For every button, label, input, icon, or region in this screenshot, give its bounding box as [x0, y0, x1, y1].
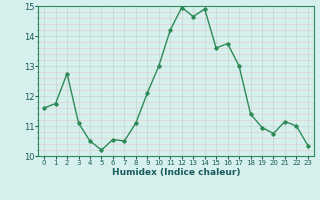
X-axis label: Humidex (Indice chaleur): Humidex (Indice chaleur) [112, 168, 240, 177]
